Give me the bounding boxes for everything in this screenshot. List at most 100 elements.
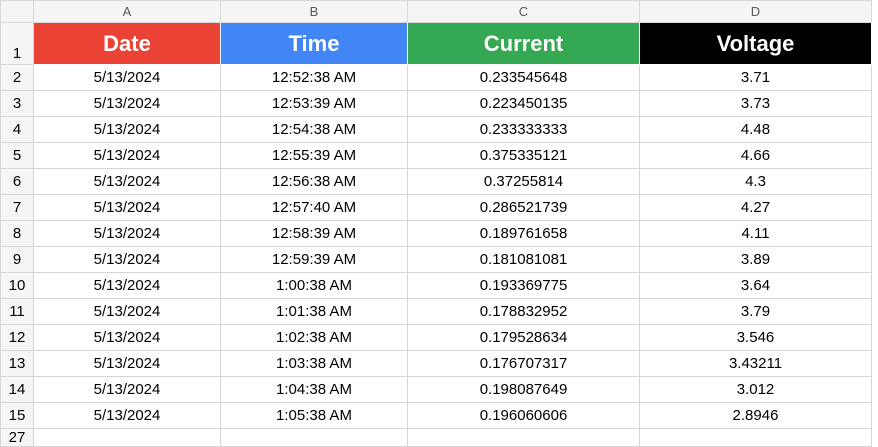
- row-header[interactable]: 1: [0, 22, 34, 65]
- row-header[interactable]: 7: [0, 194, 34, 221]
- cell-time[interactable]: 1:01:38 AM: [220, 298, 408, 325]
- cell-current[interactable]: 0.193369775: [407, 272, 640, 299]
- row-header[interactable]: 27: [0, 428, 34, 447]
- cell-current[interactable]: 0.375335121: [407, 142, 640, 169]
- cell-current[interactable]: 0.223450135: [407, 90, 640, 117]
- cell-voltage[interactable]: 3.546: [639, 324, 872, 351]
- column-header-a[interactable]: A: [33, 0, 221, 23]
- cell-time[interactable]: 12:57:40 AM: [220, 194, 408, 221]
- cell-voltage[interactable]: 4.3: [639, 168, 872, 195]
- cell-time[interactable]: 12:59:39 AM: [220, 246, 408, 273]
- cell-date[interactable]: 5/13/2024: [33, 64, 221, 91]
- row-header[interactable]: 3: [0, 90, 34, 117]
- cell-voltage[interactable]: 3.43211: [639, 350, 872, 377]
- cell-time[interactable]: 1:05:38 AM: [220, 402, 408, 429]
- cell-time[interactable]: 12:54:38 AM: [220, 116, 408, 143]
- cell-current[interactable]: 0.233333333: [407, 116, 640, 143]
- table-row: 8 5/13/2024 12:58:39 AM 0.189761658 4.11: [0, 220, 872, 247]
- empty-cell[interactable]: [33, 428, 221, 447]
- empty-cell[interactable]: [639, 428, 872, 447]
- table-row: 14 5/13/2024 1:04:38 AM 0.198087649 3.012: [0, 376, 872, 403]
- cell-current[interactable]: 0.179528634: [407, 324, 640, 351]
- table-row: 2 5/13/2024 12:52:38 AM 0.233545648 3.71: [0, 64, 872, 91]
- cell-time[interactable]: 12:56:38 AM: [220, 168, 408, 195]
- cell-time[interactable]: 1:00:38 AM: [220, 272, 408, 299]
- row-header[interactable]: 14: [0, 376, 34, 403]
- cell-time[interactable]: 12:52:38 AM: [220, 64, 408, 91]
- cell-voltage[interactable]: 3.64: [639, 272, 872, 299]
- column-header-d[interactable]: D: [639, 0, 872, 23]
- cell-voltage-header[interactable]: Voltage: [639, 22, 872, 65]
- cell-date[interactable]: 5/13/2024: [33, 220, 221, 247]
- cell-current[interactable]: 0.178832952: [407, 298, 640, 325]
- cell-date[interactable]: 5/13/2024: [33, 116, 221, 143]
- row-header[interactable]: 4: [0, 116, 34, 143]
- select-all-corner[interactable]: [0, 0, 34, 23]
- row-header[interactable]: 8: [0, 220, 34, 247]
- cell-current[interactable]: 0.176707317: [407, 350, 640, 377]
- row-header[interactable]: 2: [0, 64, 34, 91]
- cell-date[interactable]: 5/13/2024: [33, 168, 221, 195]
- row-header[interactable]: 13: [0, 350, 34, 377]
- empty-cell[interactable]: [407, 428, 640, 447]
- cell-current[interactable]: 0.286521739: [407, 194, 640, 221]
- table-row: 7 5/13/2024 12:57:40 AM 0.286521739 4.27: [0, 194, 872, 221]
- cell-voltage[interactable]: 3.79: [639, 298, 872, 325]
- cell-voltage[interactable]: 4.27: [639, 194, 872, 221]
- table-row: 12 5/13/2024 1:02:38 AM 0.179528634 3.546: [0, 324, 872, 351]
- table-row: 10 5/13/2024 1:00:38 AM 0.193369775 3.64: [0, 272, 872, 299]
- row-header[interactable]: 10: [0, 272, 34, 299]
- cell-voltage[interactable]: 4.11: [639, 220, 872, 247]
- cell-voltage[interactable]: 2.8946: [639, 402, 872, 429]
- cell-date[interactable]: 5/13/2024: [33, 324, 221, 351]
- cell-time-header[interactable]: Time: [220, 22, 408, 65]
- cell-date[interactable]: 5/13/2024: [33, 142, 221, 169]
- row-header[interactable]: 11: [0, 298, 34, 325]
- table-row: 11 5/13/2024 1:01:38 AM 0.178832952 3.79: [0, 298, 872, 325]
- cell-time[interactable]: 1:02:38 AM: [220, 324, 408, 351]
- cell-current-header[interactable]: Current: [407, 22, 640, 65]
- row-header[interactable]: 15: [0, 402, 34, 429]
- cell-date[interactable]: 5/13/2024: [33, 402, 221, 429]
- cell-current[interactable]: 0.196060606: [407, 402, 640, 429]
- row-header[interactable]: 12: [0, 324, 34, 351]
- table-row: 27: [0, 428, 872, 447]
- cell-date[interactable]: 5/13/2024: [33, 194, 221, 221]
- row-header[interactable]: 6: [0, 168, 34, 195]
- cell-time[interactable]: 1:04:38 AM: [220, 376, 408, 403]
- table-row: 5 5/13/2024 12:55:39 AM 0.375335121 4.66: [0, 142, 872, 169]
- cell-time[interactable]: 12:55:39 AM: [220, 142, 408, 169]
- cell-voltage[interactable]: 3.89: [639, 246, 872, 273]
- cell-voltage[interactable]: 3.73: [639, 90, 872, 117]
- cell-voltage[interactable]: 3.71: [639, 64, 872, 91]
- row-header[interactable]: 5: [0, 142, 34, 169]
- cell-date[interactable]: 5/13/2024: [33, 350, 221, 377]
- table-row: 9 5/13/2024 12:59:39 AM 0.181081081 3.89: [0, 246, 872, 273]
- cell-date[interactable]: 5/13/2024: [33, 246, 221, 273]
- row-header[interactable]: 9: [0, 246, 34, 273]
- cell-voltage[interactable]: 4.48: [639, 116, 872, 143]
- cell-time[interactable]: 1:03:38 AM: [220, 350, 408, 377]
- cell-current[interactable]: 0.233545648: [407, 64, 640, 91]
- column-header-row: A B C D: [0, 0, 872, 23]
- cell-voltage[interactable]: 3.012: [639, 376, 872, 403]
- table-row: 13 5/13/2024 1:03:38 AM 0.176707317 3.43211: [0, 350, 872, 377]
- column-header-b[interactable]: B: [220, 0, 408, 23]
- cell-date[interactable]: 5/13/2024: [33, 90, 221, 117]
- cell-time[interactable]: 12:58:39 AM: [220, 220, 408, 247]
- cell-date[interactable]: 5/13/2024: [33, 298, 221, 325]
- cell-date[interactable]: 5/13/2024: [33, 376, 221, 403]
- cell-date-header[interactable]: Date: [33, 22, 221, 65]
- empty-cell[interactable]: [220, 428, 408, 447]
- cell-date[interactable]: 5/13/2024: [33, 272, 221, 299]
- cell-time[interactable]: 12:53:39 AM: [220, 90, 408, 117]
- column-header-c[interactable]: C: [407, 0, 640, 23]
- cell-current[interactable]: 0.37255814: [407, 168, 640, 195]
- cell-current[interactable]: 0.181081081: [407, 246, 640, 273]
- table-row: 15 5/13/2024 1:05:38 AM 0.196060606 2.8946: [0, 402, 872, 429]
- cell-current[interactable]: 0.198087649: [407, 376, 640, 403]
- cell-voltage[interactable]: 4.66: [639, 142, 872, 169]
- cell-current[interactable]: 0.189761658: [407, 220, 640, 247]
